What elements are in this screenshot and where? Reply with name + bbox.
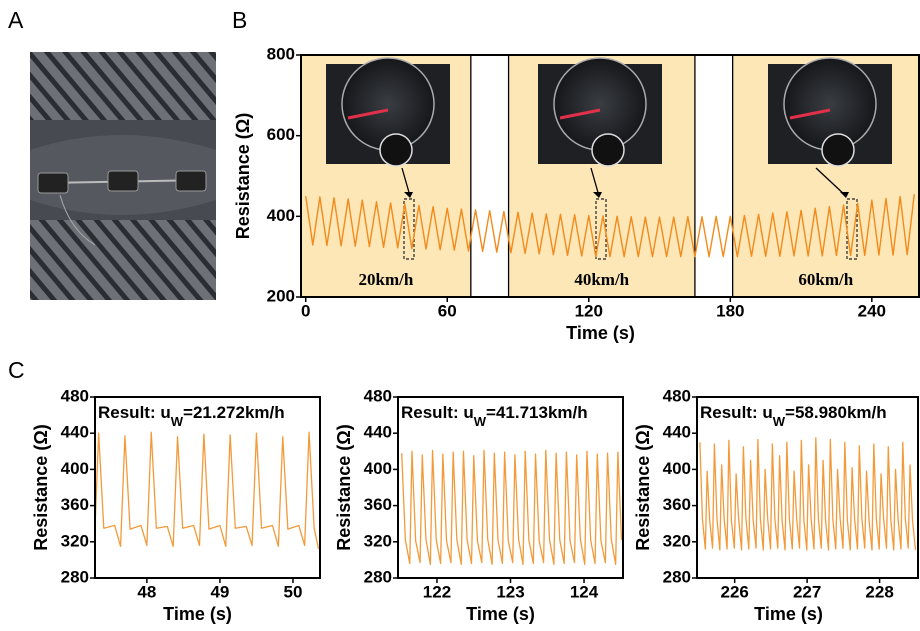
y-tick-label: 400 xyxy=(364,459,392,478)
plot-frame xyxy=(300,54,920,298)
arrow-head xyxy=(593,192,602,198)
x-axis-label: Time (s) xyxy=(466,604,535,624)
x-tick-label: 122 xyxy=(423,582,451,601)
y-tick-label: 480 xyxy=(663,386,691,405)
panel-label: A xyxy=(8,7,24,33)
x-tick-label: 0 xyxy=(301,301,310,320)
y-tick-label: 480 xyxy=(364,386,392,405)
result-annotation: Result: uW=21.272km/h xyxy=(98,403,285,429)
x-tick-label: 123 xyxy=(496,582,524,601)
y-tick-label: 440 xyxy=(364,423,392,442)
x-tick-label: 226 xyxy=(720,582,748,601)
annotation-part: W xyxy=(474,414,487,429)
panel-label: C xyxy=(8,357,25,383)
y-tick-label: 320 xyxy=(61,531,89,550)
data-line xyxy=(94,431,320,550)
y-tick-label: 360 xyxy=(663,495,691,514)
arrow-head xyxy=(840,192,849,198)
y-tick-label: 320 xyxy=(364,531,392,550)
x-tick-label: 48 xyxy=(137,582,156,601)
x-tick-label: 60 xyxy=(438,301,457,320)
annotation-part: Result: u xyxy=(700,403,773,422)
needle xyxy=(347,108,389,120)
x-tick-label: 227 xyxy=(793,582,821,601)
y-tick-label: 200 xyxy=(267,286,295,305)
y-tick-label: 360 xyxy=(61,495,89,514)
x-axis-label: Time (s) xyxy=(566,323,635,343)
annotation-part: =21.272km/h xyxy=(183,403,285,422)
y-tick-label: 280 xyxy=(663,567,691,586)
arrow xyxy=(815,167,847,197)
plot-frame xyxy=(94,396,321,579)
y-tick-label: 480 xyxy=(61,386,89,405)
speed-label: 40km/h xyxy=(574,270,629,289)
x-tick-label: 50 xyxy=(284,582,303,601)
arrow xyxy=(401,167,411,197)
arrow xyxy=(590,167,600,197)
result-annotation: Result: uW=41.713km/h xyxy=(401,403,588,429)
x-axis-label: Time (s) xyxy=(163,604,232,624)
x-tick-label: 240 xyxy=(858,301,886,320)
annotation-part: =41.713km/h xyxy=(486,403,588,422)
annotation-part: W xyxy=(171,414,184,429)
annotation-part: W xyxy=(773,414,786,429)
y-tick-label: 800 xyxy=(267,44,295,63)
y-tick-label: 360 xyxy=(364,495,392,514)
annotation-part: Result: u xyxy=(98,403,171,422)
data-line xyxy=(401,449,623,566)
dashed-box xyxy=(595,198,607,260)
y-tick-label: 280 xyxy=(364,567,392,586)
y-axis-label: Resistance (Ω) xyxy=(233,113,253,239)
data-line xyxy=(305,194,915,258)
tire-photo xyxy=(30,52,216,300)
result-annotation: Result: uW=58.980km/h xyxy=(700,403,887,429)
y-axis-label: Resistance (Ω) xyxy=(31,424,51,550)
y-tick-label: 320 xyxy=(663,531,691,550)
y-tick-label: 440 xyxy=(61,423,89,442)
speed-label: 60km/h xyxy=(798,270,853,289)
x-tick-label: 120 xyxy=(575,301,603,320)
y-tick-label: 440 xyxy=(663,423,691,442)
x-tick-label: 49 xyxy=(210,582,229,601)
panel-label: B xyxy=(232,7,247,33)
speed-label: 20km/h xyxy=(359,270,414,289)
y-tick-label: 400 xyxy=(267,206,295,225)
y-axis-label: Resistance (Ω) xyxy=(633,424,653,550)
y-tick-label: 280 xyxy=(61,567,89,586)
small-dial xyxy=(379,133,413,167)
data-line xyxy=(699,437,917,551)
x-tick-label: 180 xyxy=(716,301,744,320)
x-tick-label: 228 xyxy=(865,582,893,601)
x-tick-label: 124 xyxy=(570,582,599,601)
needle xyxy=(789,108,831,120)
small-dial xyxy=(821,133,855,167)
annotation-part: =58.980km/h xyxy=(785,403,887,422)
small-dial xyxy=(591,133,625,167)
speedometer-insets xyxy=(326,57,892,260)
annotation-part: Result: u xyxy=(401,403,474,422)
y-tick-label: 600 xyxy=(267,125,295,144)
arrow-head xyxy=(404,192,413,198)
y-axis-label: Resistance (Ω) xyxy=(334,424,354,550)
x-axis-label: Time (s) xyxy=(754,604,823,624)
dashed-box xyxy=(403,198,415,260)
y-tick-label: 400 xyxy=(663,459,691,478)
needle xyxy=(559,108,601,120)
y-tick-label: 400 xyxy=(61,459,89,478)
